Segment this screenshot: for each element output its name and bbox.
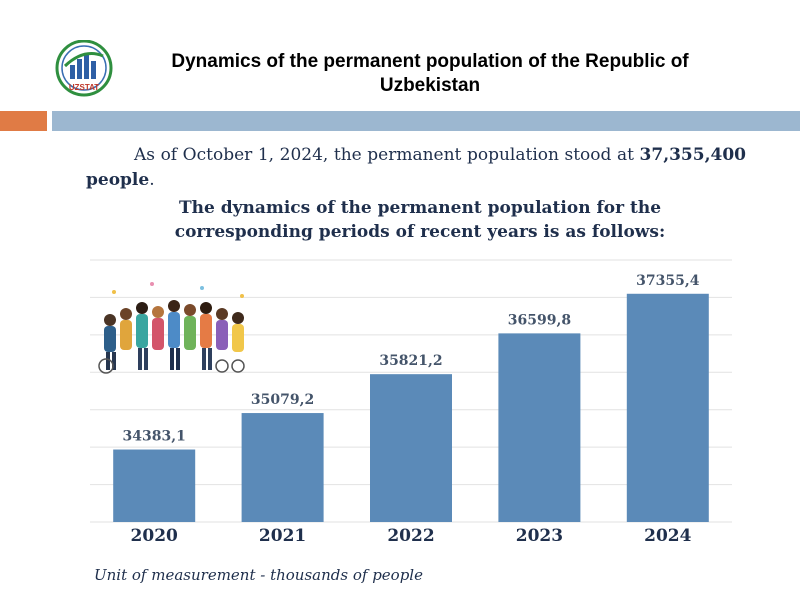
- value-label-2021: 35079,2: [251, 392, 314, 408]
- x-tick-2023: 2023: [516, 526, 563, 546]
- x-tick-labels: 2020 2021 2022 2023 2024: [131, 526, 692, 546]
- intro-highlight: 37,355,400 people: [86, 145, 746, 190]
- bar-2024: [626, 293, 709, 522]
- intro-paragraph: As of October 1, 2024, the permanent pop…: [86, 143, 746, 193]
- uzstat-logo: UZSTAT: [55, 39, 115, 98]
- bar-2022: [370, 374, 452, 522]
- bar-2021: [241, 413, 324, 522]
- value-labels: 34383,1 35079,2 35821,2 36599,8 37355,4: [123, 273, 700, 445]
- page-title: Dynamics of the permanent population of …: [171, 51, 689, 96]
- value-label-2024: 37355,4: [636, 273, 700, 289]
- value-label-2020: 34383,1: [123, 429, 186, 445]
- value-label-2022: 35821,2: [379, 353, 442, 369]
- bars: [113, 293, 709, 522]
- bar-2020: [113, 449, 196, 522]
- intro-text-end: .: [149, 170, 155, 190]
- bar-2023: [498, 333, 581, 522]
- x-tick-2020: 2020: [131, 526, 178, 546]
- x-tick-2022: 2022: [387, 526, 434, 546]
- unit-note: Unit of measurement - thousands of peopl…: [94, 566, 423, 584]
- chart-subtitle: The dynamics of the permanent population…: [174, 198, 666, 242]
- value-label-2023: 36599,8: [508, 312, 571, 328]
- x-tick-2021: 2021: [259, 526, 306, 546]
- accent-bar-blue: [52, 111, 800, 131]
- accent-bar-orange: [0, 111, 47, 131]
- x-tick-2024: 2024: [644, 526, 691, 546]
- people-illustration: [98, 282, 245, 374]
- intro-text: As of October 1, 2024, the permanent pop…: [134, 145, 640, 165]
- logo-text: UZSTAT: [69, 83, 99, 92]
